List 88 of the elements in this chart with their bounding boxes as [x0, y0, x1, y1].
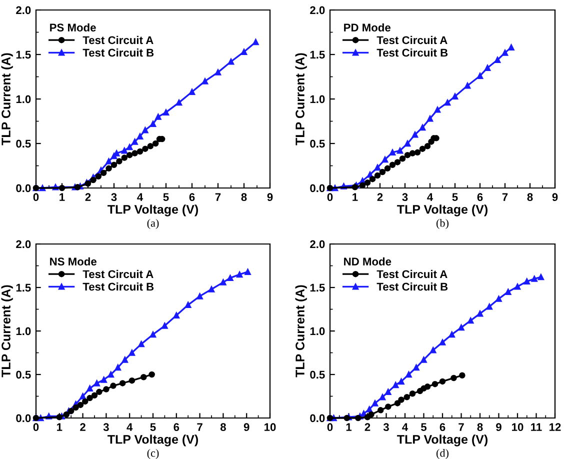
legend-label: Test Circuit A [376, 36, 448, 44]
x-tick-label: 1 [60, 193, 65, 201]
x-tick-label: 5 [150, 423, 156, 432]
x-tick-label: 5 [421, 423, 427, 432]
y-axis-title: TLP Current (A) [295, 53, 307, 146]
y-tick-label: 0.0 [16, 184, 31, 192]
x-tick-label: 7 [215, 193, 221, 201]
x-tick-label: 0 [33, 193, 39, 202]
legend-title: NS Mode [50, 257, 96, 266]
x-tick-label: 3 [103, 423, 109, 432]
x-tick-label: 9 [267, 193, 273, 202]
x-tick-label: 8 [477, 423, 483, 432]
y-tick-label: 1.5 [310, 50, 325, 59]
x-tick-label: 2 [377, 193, 383, 201]
x-tick-label: 4 [137, 193, 144, 201]
x-tick-label: 4 [126, 423, 133, 431]
y-tick-label: 2.0 [16, 240, 31, 248]
x-axis-title: TLP Voltage (V) [108, 204, 198, 216]
x-tick-label: 8 [527, 193, 533, 202]
legend-label: Test Circuit A [376, 270, 448, 278]
y-tick-label: 2.0 [310, 240, 325, 248]
y-tick-label: 1.0 [310, 327, 325, 336]
legend-label: Test Circuit B [82, 48, 154, 57]
x-tick-label: 5 [452, 193, 458, 202]
y-tick-label: 1.5 [310, 284, 325, 292]
x-tick-label: 0 [327, 193, 333, 202]
x-tick-label: 2 [85, 193, 91, 201]
legend-label: Test Circuit A [82, 270, 154, 278]
x-tick-label: 3 [383, 423, 389, 432]
x-tick-label: 3 [402, 193, 408, 202]
text: (a) [147, 218, 159, 230]
x-tick-label: 1 [346, 423, 352, 431]
x-tick-label: 6 [477, 193, 483, 202]
x-tick-label: 6 [440, 423, 446, 432]
y-tick-label: 0.0 [310, 414, 325, 422]
x-tick-label: 0 [327, 423, 333, 432]
x-tick-label: 7 [458, 423, 464, 431]
x-tick-label: 5 [163, 193, 169, 202]
x-tick-label: 2 [364, 423, 370, 431]
y-tick-label: 0.5 [16, 140, 31, 148]
x-tick-label: 9 [552, 193, 558, 202]
x-tick-label: 10 [264, 423, 276, 432]
y-tick-label: 1.0 [16, 95, 31, 104]
y-tick-label: 0.0 [310, 184, 325, 192]
x-tick-label: 7 [197, 423, 202, 431]
x-tick-label: 9 [244, 423, 250, 432]
x-tick-label: 6 [174, 423, 180, 432]
legend-label: Test Circuit B [376, 282, 448, 291]
x-tick-label: 8 [220, 423, 226, 432]
x-tick-label: 2 [80, 423, 86, 431]
x-tick-label: 8 [241, 193, 247, 202]
x-tick-label: 3 [111, 193, 117, 202]
legend-title: ND Mode [344, 257, 392, 266]
legend-title: PD Mode [344, 23, 390, 32]
y-tick-label: 0.5 [310, 370, 325, 379]
x-axis-title: TLP Voltage (V) [397, 434, 488, 446]
x-tick-label: 7 [502, 193, 508, 201]
y-tick-label: 0.5 [16, 370, 31, 379]
text: (b) [436, 218, 448, 230]
legend-label: Test Circuit B [376, 48, 448, 57]
y-axis-title: TLP Current (A) [1, 285, 13, 378]
x-axis-title: TLP Voltage (V) [108, 434, 198, 446]
y-tick-label: 2.0 [16, 6, 31, 14]
y-tick-label: 1.0 [310, 95, 325, 104]
x-tick-label: 0 [33, 423, 39, 432]
x-tick-label: 4 [427, 193, 434, 201]
y-axis-title: TLP Current (A) [295, 285, 307, 378]
x-tick-label: 1 [57, 423, 62, 431]
x-axis-title: TLP Voltage (V) [397, 204, 488, 216]
legend-title: PS Mode [50, 23, 96, 32]
x-tick-label: 10 [512, 423, 524, 432]
x-tick-label: 6 [189, 193, 195, 202]
x-tick-label: 4 [402, 423, 408, 431]
x-tick-label: 1 [352, 193, 358, 201]
y-tick-label: 1.0 [16, 327, 31, 336]
text: (d) [436, 448, 448, 459]
x-tick-label: 11 [531, 423, 542, 431]
legend-label: Test Circuit B [82, 282, 154, 291]
y-tick-label: 1.5 [16, 50, 31, 59]
y-tick-label: 0.0 [16, 414, 31, 422]
y-axis-title: TLP Current (A) [1, 53, 13, 146]
x-tick-label: 12 [550, 423, 561, 431]
y-tick-label: 0.5 [310, 140, 325, 148]
y-tick-label: 1.5 [16, 284, 31, 292]
text: (c) [147, 448, 159, 459]
x-tick-label: 9 [496, 423, 502, 432]
y-tick-label: 2.0 [310, 6, 325, 14]
legend-label: Test Circuit A [82, 36, 154, 44]
